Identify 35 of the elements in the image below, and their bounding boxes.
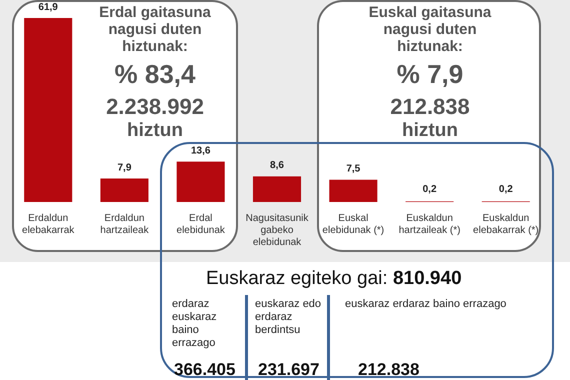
x-tick-label: Erdaldun elebakarrak bbox=[22, 212, 76, 236]
x-tick-label: Euskal elebidunak (*) bbox=[322, 212, 384, 236]
bar bbox=[176, 162, 225, 202]
x-tick-label: Nagusitasunik gabeko elebidunak bbox=[246, 212, 310, 248]
text: 231.697 bbox=[258, 360, 320, 380]
text: euskaraz edo erdaraz berdintsu bbox=[255, 298, 322, 337]
annotation: hiztun bbox=[401, 120, 459, 141]
data-label: 0,2 bbox=[498, 184, 514, 195]
bar bbox=[329, 180, 378, 202]
data-label: 13,6 bbox=[190, 145, 211, 156]
annotation: 212.838 bbox=[389, 94, 471, 119]
annotation: Erdal gaitasuna nagusi duten hiztunak: bbox=[98, 4, 212, 55]
x-tick-label: Erdaldun hartzaileak bbox=[100, 212, 150, 236]
bar bbox=[100, 178, 148, 202]
annotation: 2.238.992 bbox=[105, 94, 205, 119]
x-tick-label: Euskaldun elebakarrak (*) bbox=[473, 212, 539, 236]
x-tick-label: Erdal elebidunak bbox=[176, 212, 226, 236]
x-tick-label: Euskaldun hartzaileak (*) bbox=[398, 212, 460, 236]
data-label: 0,2 bbox=[422, 184, 437, 195]
bar bbox=[252, 176, 302, 202]
annotation: % 83,4 bbox=[114, 59, 196, 89]
annotation: % 7,9 bbox=[396, 59, 464, 89]
data-label: 7,9 bbox=[117, 162, 132, 174]
text: 810.940 bbox=[392, 268, 462, 289]
bar bbox=[24, 18, 72, 202]
data-label: 8,6 bbox=[270, 160, 284, 172]
data-label: 7,5 bbox=[346, 163, 361, 174]
data-label: 61,9 bbox=[38, 2, 58, 13]
text: euskaraz erdaraz baino errazago bbox=[345, 298, 508, 311]
text: 212.838 bbox=[358, 360, 420, 380]
annotation: Euskal gaitasuna nagusi duten hiztunak: bbox=[368, 4, 492, 55]
text: 366.405 bbox=[174, 360, 236, 380]
annotation: hiztun bbox=[126, 120, 184, 141]
text: erdaraz euskaraz baino errazago bbox=[172, 298, 218, 350]
text: Euskaraz egiteko gai: bbox=[206, 268, 388, 289]
